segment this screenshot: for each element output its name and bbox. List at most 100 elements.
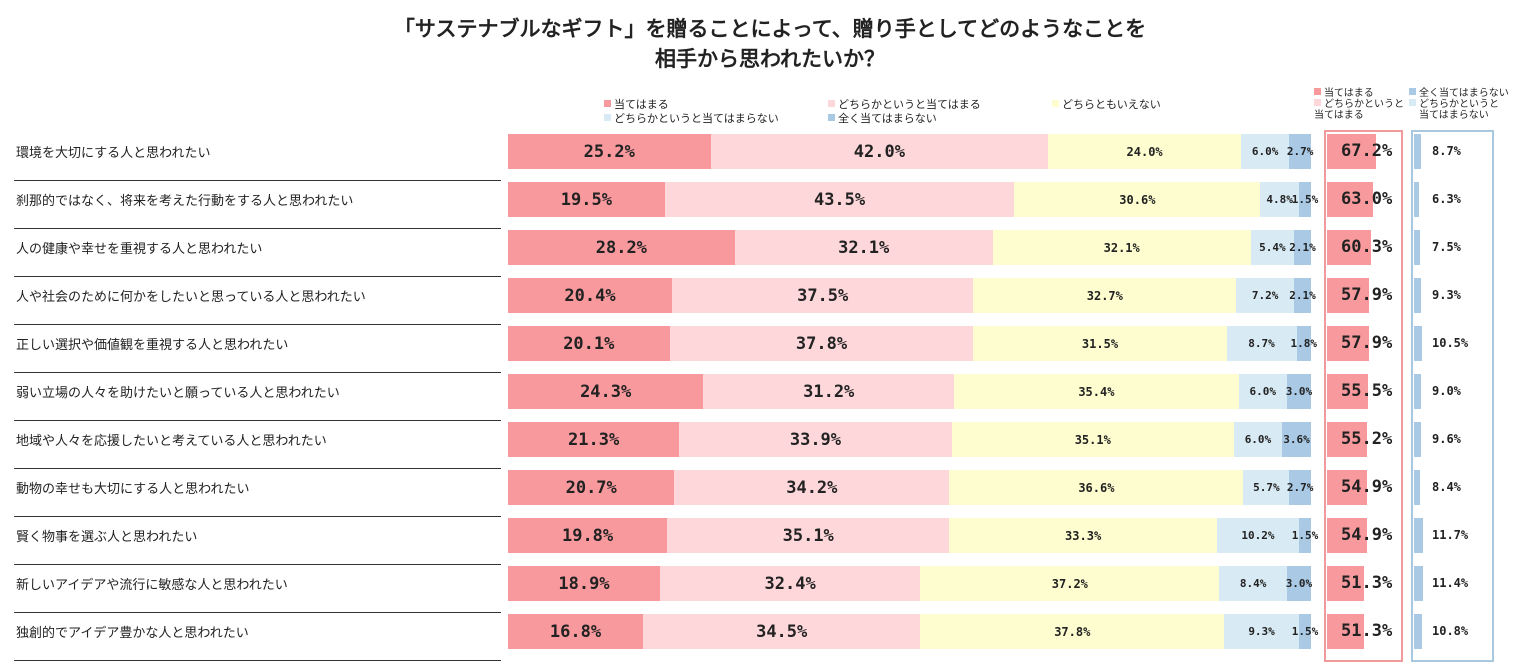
- legend-label-2: どちらかというと当てはまる: [838, 98, 981, 111]
- bar-segment: 28.2%: [508, 230, 735, 265]
- legend-swatch-5: [828, 114, 835, 121]
- summary-positive-value: 57.9%: [1341, 285, 1393, 305]
- bar-segment: 2.1%: [1289, 278, 1316, 313]
- row-divider: [14, 468, 501, 469]
- summary-positive-legend-text-2: どちらかというと: [1324, 99, 1404, 110]
- bar-value-label: 34.5%: [756, 621, 808, 642]
- bar-segment: 35.1%: [667, 518, 950, 553]
- bar-segment: 35.4%: [954, 374, 1239, 409]
- bar-segment: 31.5%: [973, 326, 1227, 361]
- bar-segment: 30.6%: [1014, 182, 1261, 217]
- bar-value-label: 43.5%: [813, 189, 866, 210]
- summary-positive-frame: [1324, 130, 1403, 662]
- category-label: 人の健康や幸せを重視する人と思われたい: [16, 242, 263, 257]
- bar-value-label: 2.1%: [1289, 241, 1316, 254]
- bar-segment: 37.5%: [671, 278, 974, 313]
- summary-positive-bar: [1327, 374, 1368, 409]
- summary-negative-bar: [1414, 566, 1423, 601]
- summary-positive-value: 55.2%: [1341, 429, 1393, 449]
- bar-value-label: 2.7%: [1286, 145, 1314, 158]
- bar-value-label: 33.3%: [1065, 528, 1102, 543]
- bar-value-label: 18.9%: [558, 573, 610, 594]
- bar-value-label: 35.4%: [1078, 384, 1115, 399]
- bar-segment: 21.3%: [508, 422, 680, 457]
- bar-value-label: 32.7%: [1086, 288, 1123, 303]
- category-label: 地域や人々を応援したいと考えている人と思われたい: [16, 434, 327, 449]
- bar-segment: 34.2%: [674, 470, 950, 505]
- summary-negative-bar: [1414, 182, 1419, 217]
- row-divider: [14, 228, 501, 229]
- summary-negative-value: 7.5%: [1432, 240, 1461, 254]
- summary-negative-value: 11.4%: [1432, 576, 1469, 590]
- summary-negative-bar: [1414, 374, 1421, 409]
- summary-positive-legend-text-1: 当てはまる: [1324, 88, 1374, 99]
- row-divider: [14, 324, 501, 325]
- chart-title-line-2: 相手から思われたいか？: [655, 47, 885, 71]
- row-divider: [14, 372, 501, 373]
- bar-segment: 5.7%: [1243, 470, 1290, 505]
- bar-segment: 2.7%: [1287, 470, 1313, 505]
- bar-segment: 6.0%: [1241, 134, 1290, 169]
- legend-label-4: どちらかというと当てはまらない: [614, 112, 779, 125]
- bar-segment: 10.2%: [1216, 518, 1299, 553]
- bar-value-label: 21.3%: [568, 429, 620, 450]
- summary-positive-value: 54.9%: [1341, 477, 1393, 497]
- bar-segment: 31.2%: [703, 374, 955, 409]
- bar-value-label: 6.0%: [1251, 145, 1279, 158]
- row-divider: [14, 180, 501, 181]
- summary-negative-value: 9.6%: [1432, 432, 1461, 446]
- summary-positive-value: 60.3%: [1341, 237, 1393, 257]
- bar-segment: 20.7%: [508, 470, 675, 505]
- summary-negative-legend-row-1: 全く当てはまらない: [1409, 88, 1509, 99]
- summary-positive-swatch-1: [1314, 88, 1321, 95]
- bar-segment: 6.0%: [1238, 374, 1287, 409]
- bar-segment: 7.2%: [1236, 278, 1295, 313]
- legend-label-3: どちらともいえない: [1062, 98, 1161, 111]
- category-label: 独創的でアイデア豊かな人と思われたい: [16, 626, 249, 641]
- bar-value-label: 34.2%: [786, 477, 838, 498]
- summary-negative-swatch-2: [1409, 99, 1416, 106]
- category-label: 刹那的ではなく、将来を考えた行動をする人と思われたい: [16, 194, 354, 209]
- summary-negative-bar: [1414, 326, 1423, 361]
- summary-negative-legend-row-3: 当てはまらない: [1409, 110, 1509, 121]
- bar-value-label: 37.8%: [795, 333, 848, 354]
- summary-negative-bar: [1414, 422, 1422, 457]
- bar-segment: 3.0%: [1286, 374, 1312, 409]
- bar-segment: 5.4%: [1250, 230, 1295, 265]
- bar-value-label: 5.7%: [1253, 481, 1280, 494]
- bar-segment: 1.5%: [1292, 518, 1318, 553]
- bar-value-label: 32.1%: [838, 237, 890, 258]
- summary-positive-bar: [1327, 566, 1365, 601]
- row-divider: [14, 612, 501, 613]
- row-divider: [14, 516, 501, 517]
- summary-negative-swatch-1: [1409, 88, 1416, 95]
- summary-positive-bar: [1327, 518, 1368, 553]
- legend-item-5: 全く当てはまらない: [828, 112, 937, 125]
- row-divider: [14, 564, 501, 565]
- bar-segment: 35.1%: [951, 422, 1234, 457]
- summary-positive-legend-text-3: 当てはまる: [1314, 110, 1364, 121]
- summary-negative-legend-text-2: どちらかというと: [1419, 99, 1499, 110]
- bar-segment: 32.1%: [734, 230, 993, 265]
- summary-positive-bar: [1327, 470, 1368, 505]
- summary-negative-bar: [1414, 278, 1422, 313]
- bar-value-label: 33.9%: [789, 429, 842, 450]
- legend-item-2: どちらかというと当てはまる: [828, 98, 981, 111]
- legend-swatch-4: [604, 114, 611, 121]
- bar-value-label: 31.5%: [1081, 336, 1119, 351]
- bar-value-label: 2.1%: [1289, 289, 1316, 302]
- bar-value-label: 32.4%: [764, 573, 816, 594]
- category-label: 賢く物事を選ぶ人と思われたい: [16, 530, 198, 545]
- summary-negative-value: 9.3%: [1432, 288, 1461, 302]
- legend-item-4: どちらかというと当てはまらない: [604, 112, 779, 125]
- bar-value-label: 24.3%: [580, 381, 632, 402]
- summary-positive-value: 51.3%: [1341, 573, 1393, 593]
- bar-value-label: 37.8%: [1054, 624, 1091, 639]
- bar-segment: 1.5%: [1292, 614, 1318, 649]
- bar-value-label: 31.2%: [803, 381, 855, 402]
- category-label: 正しい選択や価値観を重視する人と思われたい: [16, 338, 289, 353]
- legend-swatch-3: [1052, 100, 1059, 107]
- summary-negative-bar: [1414, 230, 1420, 265]
- bar-segment: 19.8%: [508, 518, 668, 553]
- summary-positive-bar: [1327, 326, 1370, 361]
